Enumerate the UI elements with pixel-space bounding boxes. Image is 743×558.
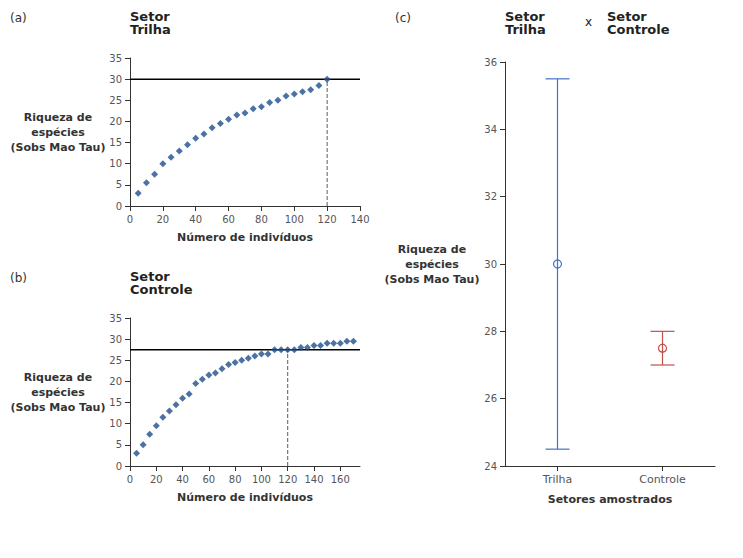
svg-text:0: 0: [127, 214, 133, 225]
svg-text:Riqueza de: Riqueza de: [24, 111, 92, 124]
svg-text:20: 20: [109, 376, 122, 387]
svg-text:100: 100: [285, 214, 304, 225]
svg-text:30: 30: [109, 334, 122, 345]
svg-text:espécies: espécies: [405, 258, 459, 271]
svg-text:x: x: [585, 15, 592, 29]
svg-text:Controle: Controle: [607, 22, 670, 37]
svg-text:5: 5: [116, 439, 122, 450]
svg-text:35: 35: [109, 313, 122, 324]
svg-text:(Sobs Mao Tau): (Sobs Mao Tau): [11, 401, 106, 414]
svg-text:140: 140: [350, 214, 369, 225]
svg-text:0: 0: [127, 474, 133, 485]
svg-text:(c): (c): [395, 11, 411, 25]
svg-text:Trilha: Trilha: [542, 473, 572, 486]
svg-text:15: 15: [109, 397, 122, 408]
svg-text:60: 60: [222, 214, 235, 225]
svg-text:40: 40: [189, 214, 202, 225]
svg-text:35: 35: [109, 53, 122, 64]
svg-text:(Sobs Mao Tau): (Sobs Mao Tau): [11, 141, 106, 154]
svg-text:Riqueza de: Riqueza de: [24, 371, 92, 384]
svg-text:20: 20: [109, 116, 122, 127]
svg-text:espécies: espécies: [31, 386, 85, 399]
svg-text:34: 34: [484, 124, 497, 135]
svg-text:0: 0: [116, 461, 122, 472]
svg-text:Trilha: Trilha: [505, 22, 546, 37]
svg-text:Setor: Setor: [130, 269, 170, 284]
svg-text:10: 10: [109, 418, 122, 429]
svg-text:espécies: espécies: [31, 126, 85, 139]
svg-text:100: 100: [252, 474, 271, 485]
svg-text:120: 120: [278, 474, 297, 485]
svg-text:32: 32: [484, 191, 497, 202]
svg-text:30: 30: [484, 259, 497, 270]
svg-text:25: 25: [109, 95, 122, 106]
svg-text:Trilha: Trilha: [130, 22, 171, 37]
svg-text:Setor: Setor: [130, 9, 170, 24]
svg-text:30: 30: [109, 74, 122, 85]
svg-text:160: 160: [331, 474, 350, 485]
svg-text:26: 26: [484, 393, 497, 404]
svg-text:60: 60: [202, 474, 215, 485]
svg-text:(b): (b): [10, 271, 27, 285]
svg-text:80: 80: [255, 214, 268, 225]
svg-text:28: 28: [484, 326, 497, 337]
svg-text:40: 40: [176, 474, 189, 485]
svg-text:(Sobs Mao Tau): (Sobs Mao Tau): [385, 273, 480, 286]
svg-text:Setor: Setor: [607, 9, 647, 24]
svg-text:Controle: Controle: [639, 473, 686, 486]
svg-text:120: 120: [318, 214, 337, 225]
svg-text:25: 25: [109, 355, 122, 366]
svg-text:5: 5: [116, 179, 122, 190]
svg-text:Riqueza de: Riqueza de: [398, 243, 466, 256]
svg-text:Setor: Setor: [505, 9, 545, 24]
svg-text:20: 20: [150, 474, 163, 485]
svg-text:Número de indivíduos: Número de indivíduos: [177, 491, 313, 504]
svg-text:Número de indivíduos: Número de indivíduos: [177, 231, 313, 244]
svg-text:20: 20: [156, 214, 169, 225]
svg-text:36: 36: [484, 57, 497, 68]
svg-text:0: 0: [116, 201, 122, 212]
svg-text:Setores amostrados: Setores amostrados: [548, 493, 673, 506]
svg-text:140: 140: [304, 474, 323, 485]
svg-text:80: 80: [229, 474, 242, 485]
svg-text:Controle: Controle: [130, 282, 193, 297]
svg-text:15: 15: [109, 137, 122, 148]
svg-text:(a): (a): [10, 11, 27, 25]
svg-text:10: 10: [109, 158, 122, 169]
svg-text:24: 24: [484, 461, 497, 472]
